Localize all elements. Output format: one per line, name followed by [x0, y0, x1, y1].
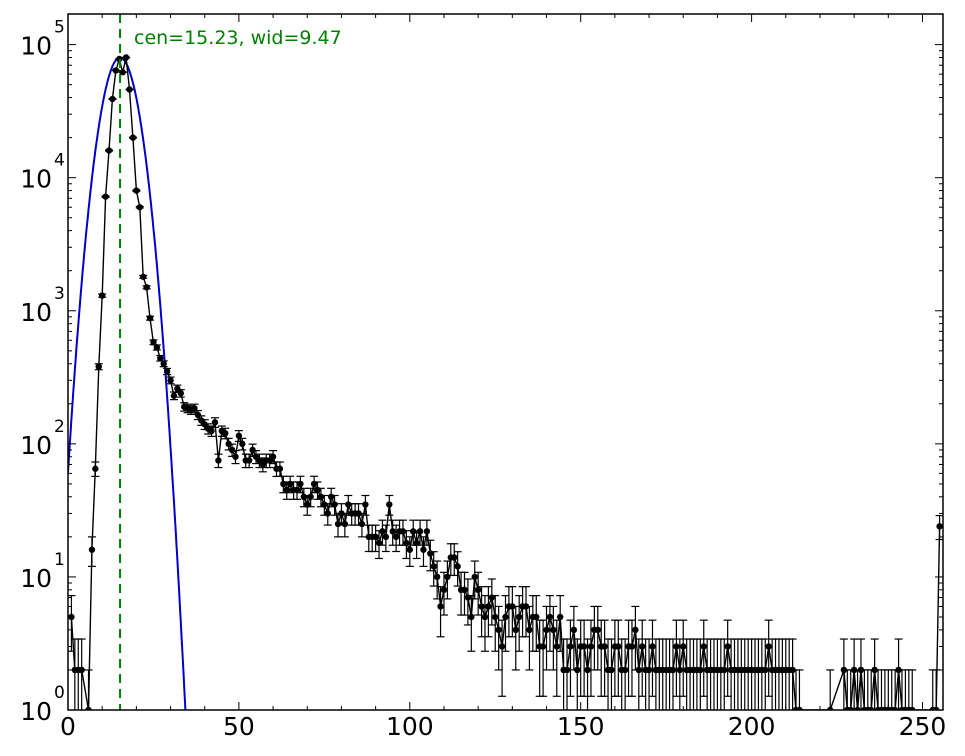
y-tick-label-exponent: 1 — [54, 550, 65, 570]
fit-annotation: cen=15.23, wid=9.47 — [134, 27, 342, 49]
x-tick-label: 150 — [557, 712, 605, 741]
x-tick-label: 0 — [60, 712, 76, 741]
fit-curve — [68, 56, 187, 710]
x-tick-label: 250 — [899, 712, 947, 741]
data-point — [796, 706, 803, 710]
y-tick-label-base: 10 — [20, 298, 52, 327]
y-tick-label-base: 10 — [20, 165, 52, 194]
y-tick-label-exponent: 5 — [54, 18, 65, 38]
x-tick-label: 100 — [386, 712, 434, 741]
y-tick-label-exponent: 4 — [54, 151, 65, 171]
data-points — [68, 54, 943, 710]
data-line — [70, 56, 941, 710]
y-tick-label-exponent: 3 — [54, 284, 65, 304]
x-tick-label: 50 — [223, 712, 255, 741]
data-point — [909, 706, 916, 710]
y-tick-label-exponent: 2 — [54, 417, 65, 437]
y-tick-label-exponent: 0 — [54, 683, 65, 703]
y-tick-label-base: 10 — [20, 32, 52, 61]
x-tick-labels: 0 50 100 150 200 250 — [60, 712, 946, 741]
gaussian-fit-line — [68, 56, 187, 710]
y-tick-label-base: 10 — [20, 697, 52, 726]
plot-frame — [67, 13, 944, 711]
y-tick-label-base: 10 — [20, 431, 52, 460]
y-tick-label-base: 10 — [20, 564, 52, 593]
x-tick-label: 200 — [728, 712, 776, 741]
